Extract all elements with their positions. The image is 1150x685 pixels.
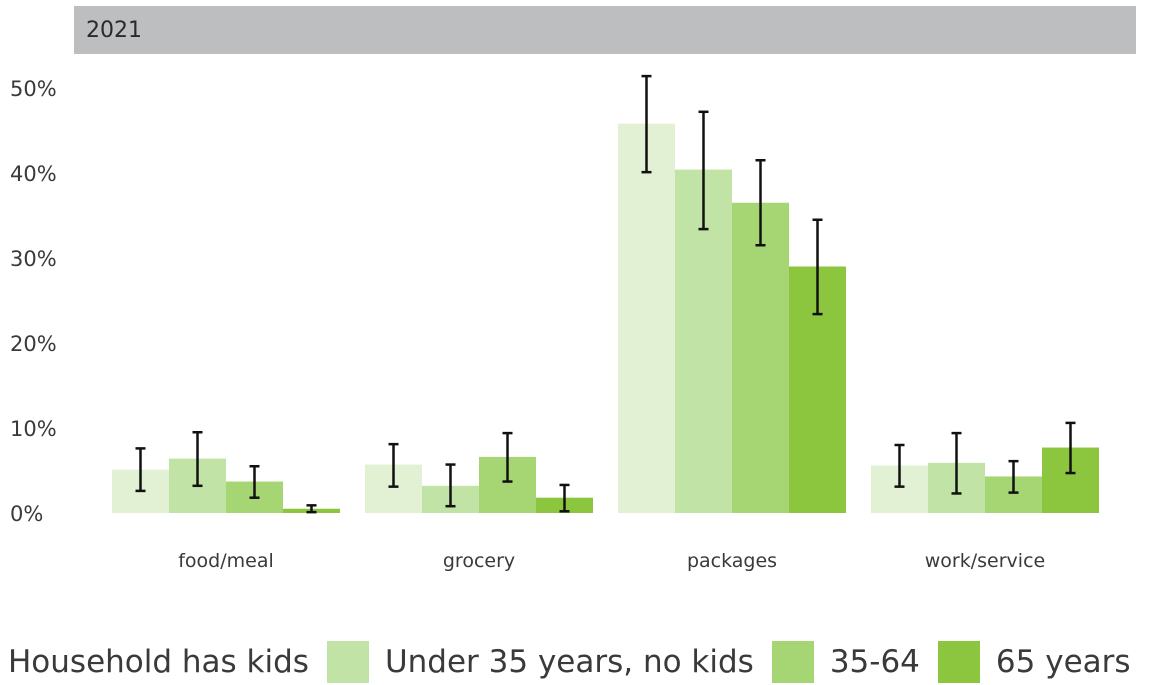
legend-item-35-64: 35-64 [771,640,920,684]
legend-label-65-years: 65 years [995,644,1131,680]
legend-label-household-has-kids: Household has kids [8,644,309,680]
legend-item-65-years: 65 years [937,640,1131,684]
legend-swatch-under-35 [326,641,369,683]
bar [732,202,789,513]
bar [618,123,675,513]
x-tick-label: food/meal [178,550,274,572]
x-tick-label: grocery [443,550,515,572]
y-tick-label: 50% [10,77,57,101]
legend: Household has kids Under 35 years, no ki… [8,640,1131,684]
y-tick-label: 40% [10,162,57,186]
legend-swatch-65-years [937,641,980,683]
y-tick-label: 20% [10,332,57,356]
legend-item-under-35: Under 35 years, no kids [326,640,754,684]
x-tick-label: work/service [925,550,1045,572]
y-tick-label: 30% [10,247,57,271]
legend-label-35-64: 35-64 [829,644,920,680]
x-tick-label: packages [687,550,777,572]
legend-swatch-35-64 [771,641,814,683]
panel-header: 2021 [74,6,1136,54]
legend-label-under-35: Under 35 years, no kids [384,644,754,680]
y-tick-label: 10% [10,417,57,441]
panel-title: 2021 [86,18,142,43]
y-tick-label: 0% [10,502,43,526]
